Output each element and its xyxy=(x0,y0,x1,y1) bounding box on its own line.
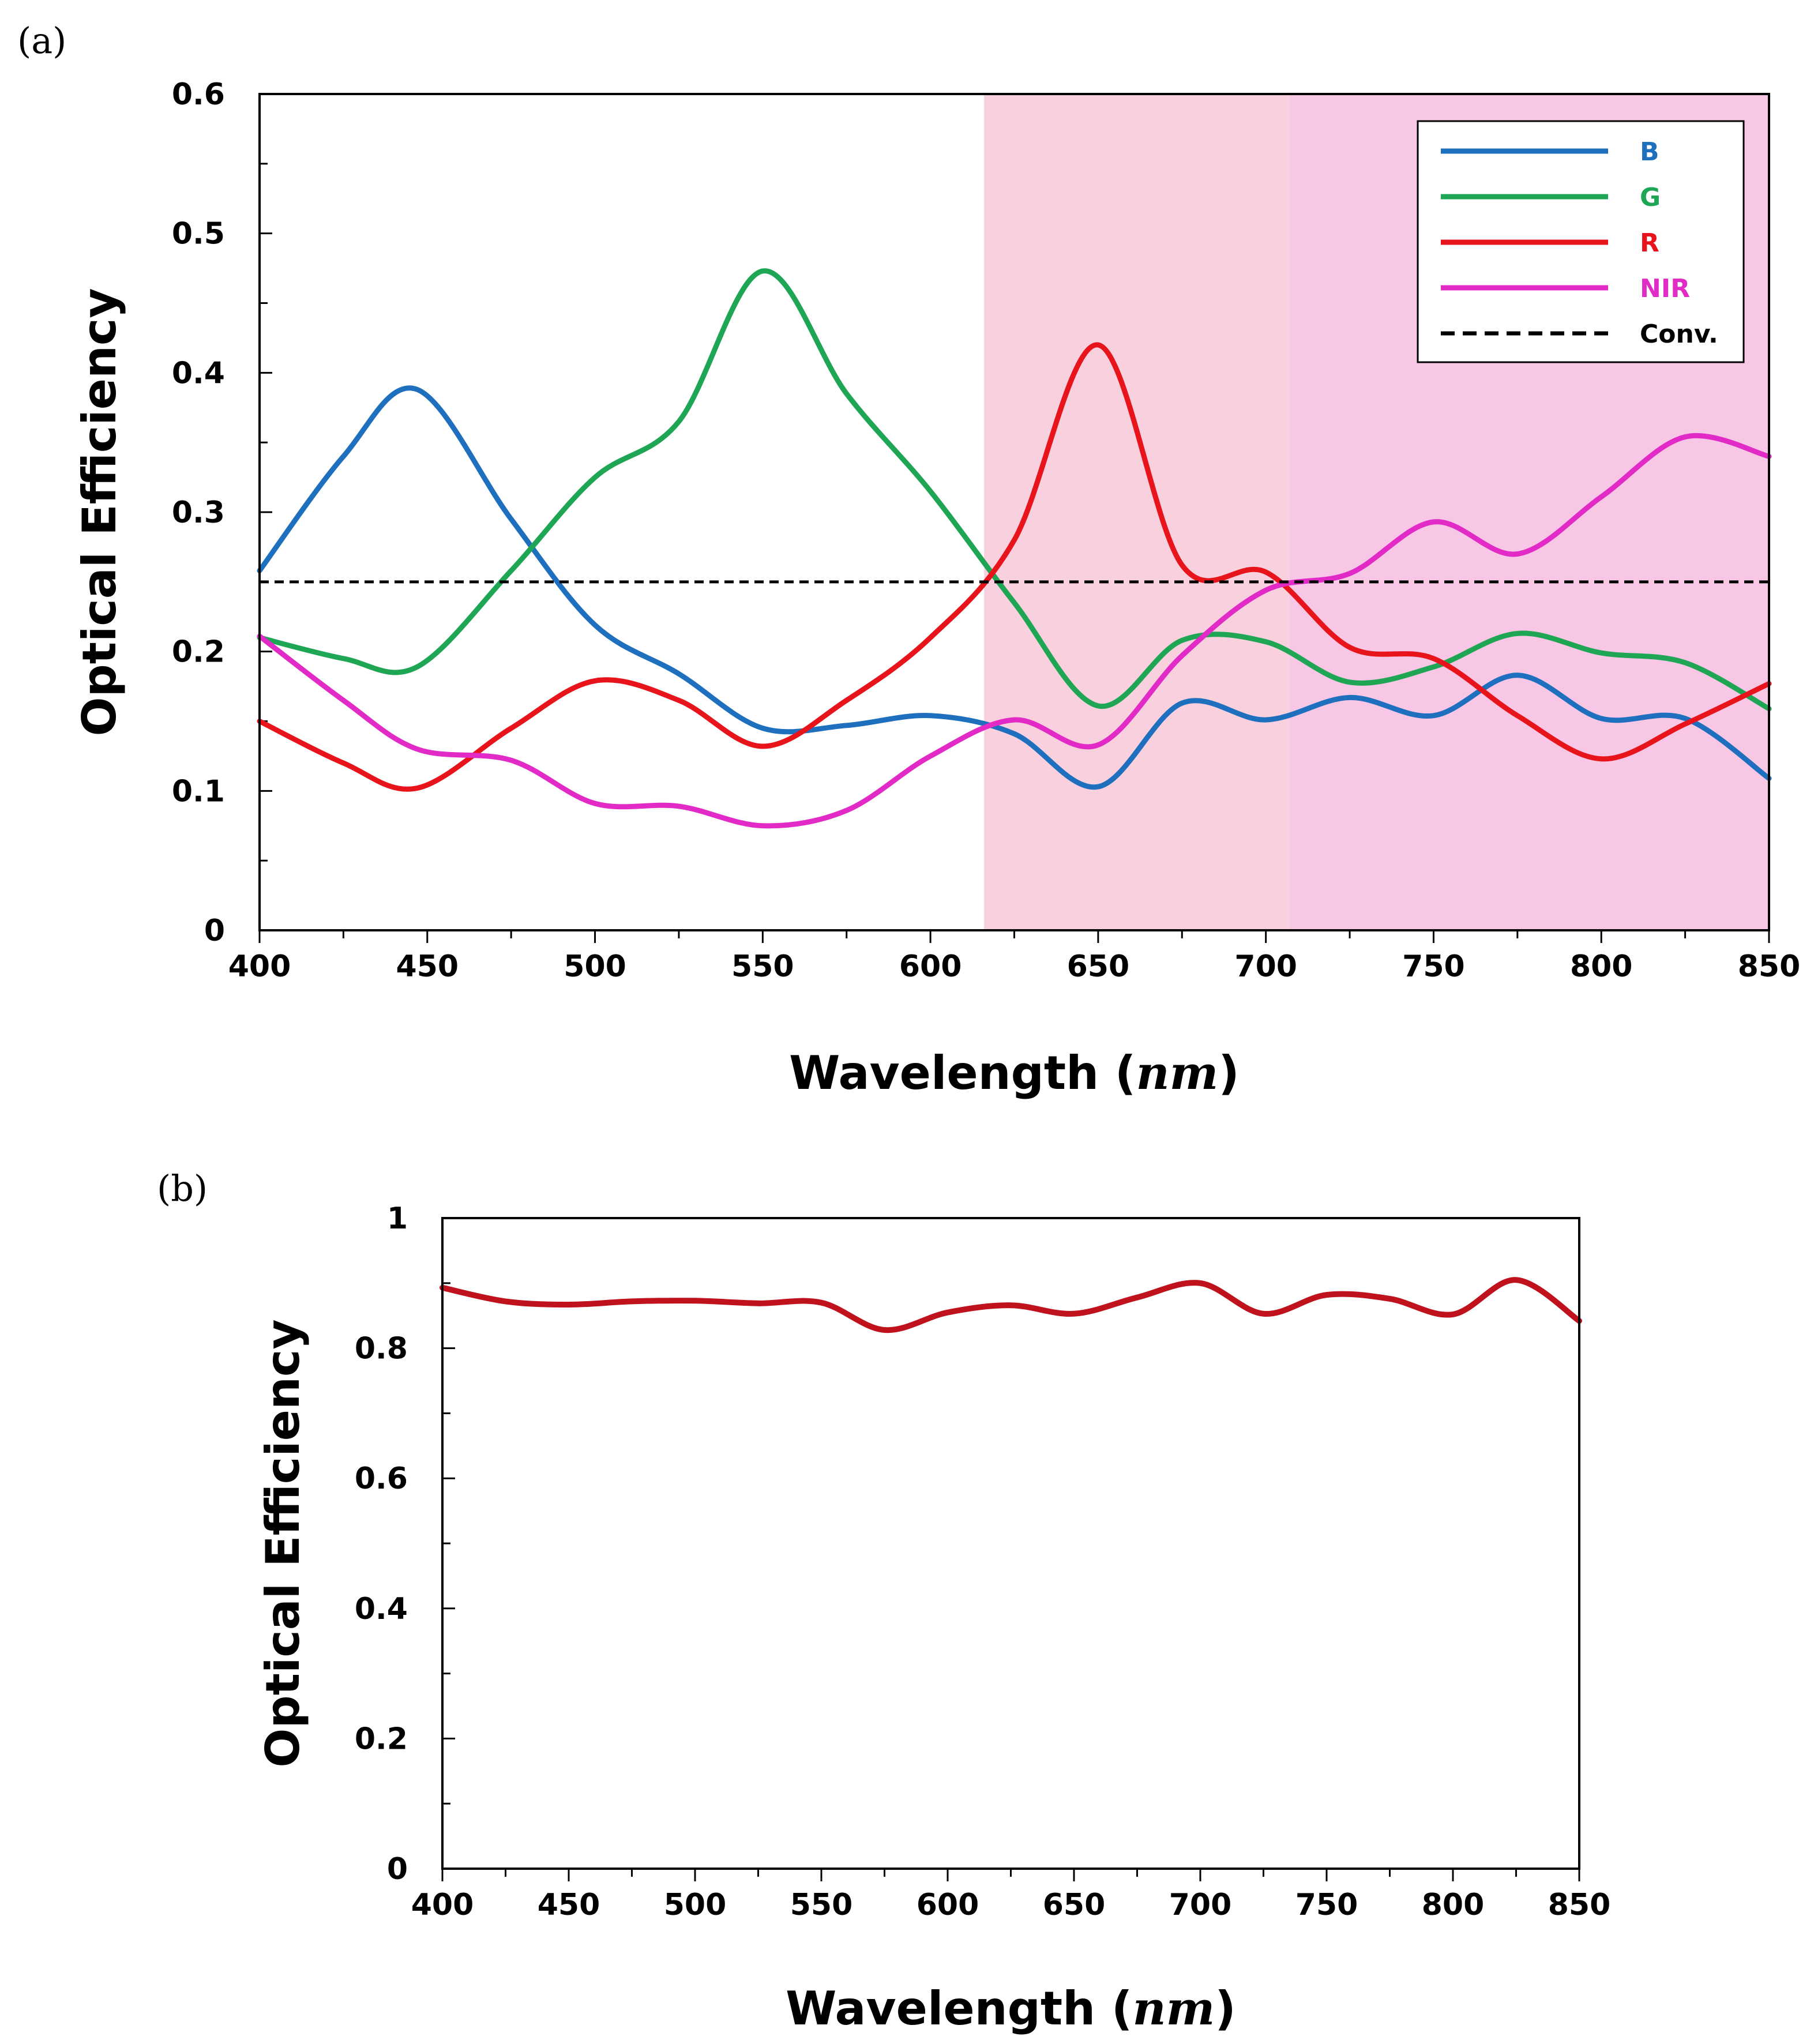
x-tick-label: 450 xyxy=(396,949,459,984)
series-line-b xyxy=(257,385,1772,790)
x-tick-label: 600 xyxy=(917,1888,979,1922)
plot-frame-b xyxy=(441,1217,1580,1870)
x-tick-label: 450 xyxy=(538,1888,600,1922)
x-tick-label: 500 xyxy=(664,1888,727,1922)
x-tick-label: 800 xyxy=(1570,949,1633,984)
x-tick-label: 700 xyxy=(1169,1888,1232,1922)
legend-label: G xyxy=(1640,183,1661,212)
x-tick-label: 550 xyxy=(731,949,794,984)
series-lines-a xyxy=(257,268,1772,829)
x-axis-unit-b: nm xyxy=(1132,1981,1215,2035)
y-tick-label: 0.2 xyxy=(355,1722,408,1756)
legend-label: B xyxy=(1640,137,1659,167)
x-tick-label: 700 xyxy=(1234,949,1297,984)
x-axis-title-text-a: Wavelength xyxy=(789,1046,1099,1100)
shaded-region-1 xyxy=(984,94,1290,930)
series-lines-b xyxy=(440,1277,1582,1333)
panel-label-b: (b) xyxy=(157,1167,208,1209)
y-tick-label: 0.3 xyxy=(172,495,225,530)
x-tick-label: 600 xyxy=(899,949,962,984)
y-tick-label: 0.8 xyxy=(355,1332,408,1366)
x-tick-label: 750 xyxy=(1402,949,1465,984)
x-axis-title-text-b: Wavelength xyxy=(786,1982,1095,2035)
series-line-r xyxy=(257,342,1772,792)
y-tick-label: 0.6 xyxy=(172,77,225,112)
x-tick-label: 550 xyxy=(790,1888,853,1922)
x-tick-label: 850 xyxy=(1548,1888,1611,1922)
series-line-total xyxy=(440,1277,1582,1333)
y-tick-label: 1 xyxy=(387,1201,408,1236)
x-axis-unit-a: nm xyxy=(1136,1046,1218,1100)
x-tick-label: 850 xyxy=(1738,949,1801,984)
chart-a: (a) 400 450 500 550 600 650 700 750 800 850 0 0.1 0.… xyxy=(17,20,1800,1100)
y-tick-label: 0.4 xyxy=(172,356,225,390)
x-tick-label: 750 xyxy=(1295,1888,1358,1922)
series-line-nir xyxy=(257,433,1772,829)
y-tick-label: 0.2 xyxy=(172,635,225,670)
x-tick-label: 500 xyxy=(564,949,626,984)
legend-label: NIR xyxy=(1640,274,1690,303)
legend-label: Conv. xyxy=(1640,320,1718,349)
y-axis-title-a: Optical Efficiency xyxy=(73,288,126,736)
y-tick-label: 0.1 xyxy=(172,774,225,809)
chart-b: (b) 400 450 500 550 600 650 700 750 800 850 0 0.2 0.… xyxy=(157,1167,1610,2035)
x-tick-label: 400 xyxy=(228,949,291,984)
y-tick-label: 0.4 xyxy=(355,1592,408,1626)
plot-frame-a xyxy=(258,93,1770,931)
x-axis-title-b: Wavelength (nm) xyxy=(786,1981,1236,2035)
y-tick-label: 0.6 xyxy=(355,1461,408,1496)
y-tick-label: 0 xyxy=(204,914,225,948)
x-tick-label: 650 xyxy=(1043,1888,1106,1922)
x-tick-label: 800 xyxy=(1422,1888,1485,1922)
y-tick-label: 0.5 xyxy=(172,217,225,251)
x-tick-label: 650 xyxy=(1067,949,1130,984)
axis-ticks-b: 400 450 500 550 600 650 700 750 800 850 0 0.2 0.4 0.6… xyxy=(355,1201,1610,1922)
axis-ticks-a: 400 450 500 550 600 650 700 750 800 850 0 0.1 0.2 0.3… xyxy=(172,77,1800,984)
y-tick-label: 0 xyxy=(387,1852,408,1887)
x-tick-label: 400 xyxy=(411,1888,474,1922)
legend-label: R xyxy=(1640,228,1659,258)
series-line-g xyxy=(257,268,1772,712)
x-axis-title-a: Wavelength (nm) xyxy=(789,1046,1240,1100)
y-axis-title-b: Optical Efficiency xyxy=(256,1319,310,1767)
panel-label-a: (a) xyxy=(17,20,66,62)
legend-a: BGR NIR Conv. xyxy=(1417,120,1745,363)
